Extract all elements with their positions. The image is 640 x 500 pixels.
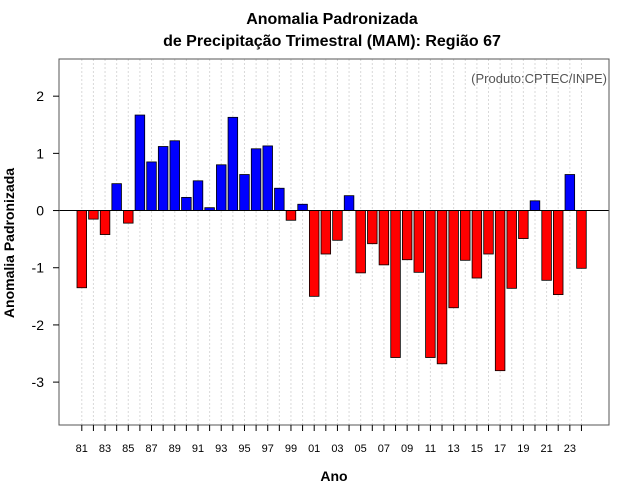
x-tick-label: 83 (99, 443, 111, 455)
bar-2000 (297, 203, 308, 211)
y-axis: 2 1 0 -1 -2 -3 (32, 88, 59, 390)
y-tick-label: 0 (36, 203, 44, 219)
plot-frame (58, 58, 610, 426)
bar-1999 (285, 210, 297, 221)
x-tick-label: 21 (540, 443, 552, 455)
bar-2001 (308, 210, 320, 297)
x-axis-label: Ano (320, 468, 347, 484)
x-tick-label: 09 (401, 443, 413, 455)
bar-2023 (564, 174, 576, 211)
credit-text: (Produto:CPTEC/INPE) (471, 71, 607, 86)
y-tick-label: -3 (32, 374, 45, 390)
bar-1995 (239, 174, 250, 211)
x-tick-label: 11 (425, 443, 436, 455)
bar-1993 (216, 164, 227, 211)
y-tick-label: -2 (32, 317, 45, 333)
bar-1982 (88, 210, 99, 220)
x-tick-label: 85 (122, 443, 134, 455)
x-tick-label: 95 (238, 443, 250, 455)
bar-1984 (111, 183, 122, 211)
x-tick-label: 01 (308, 443, 320, 455)
y-axis-label: Anomalia Padronizada (1, 168, 17, 318)
bar-1988 (157, 146, 169, 211)
x-tick-label: 99 (285, 443, 297, 455)
bar-2021 (541, 210, 552, 281)
x-tick-label: 19 (517, 443, 529, 455)
bar-2004 (343, 195, 355, 211)
bar-2018 (506, 210, 517, 289)
y-tick-label: -1 (32, 260, 45, 276)
x-tick-label: 89 (169, 443, 181, 455)
bar-2011 (425, 210, 436, 358)
x-tick-label: 81 (76, 443, 88, 455)
bar-1987 (146, 161, 157, 211)
bar-2007 (378, 210, 390, 266)
bar-1986 (134, 114, 146, 211)
bar-1983 (99, 210, 111, 235)
x-tick-label: 05 (355, 443, 367, 455)
bar-2009 (401, 210, 413, 261)
x-tick-label: 87 (145, 443, 157, 455)
bar-2022 (553, 210, 564, 296)
bar-2014 (460, 210, 471, 261)
x-tick-label: 97 (262, 443, 274, 455)
x-tick-label: 03 (331, 443, 343, 455)
bar-2010 (413, 210, 424, 273)
x-tick-label: 91 (192, 443, 204, 455)
bar-1985 (123, 210, 134, 224)
y-tick-label: 1 (36, 145, 44, 161)
bar-2003 (332, 210, 343, 241)
x-tick-label: 13 (448, 443, 460, 455)
bar-2002 (320, 210, 332, 255)
bar-1998 (274, 187, 285, 211)
bar-1981 (76, 210, 88, 289)
bar-2008 (390, 210, 401, 358)
chart-title-line2: de Precipitação Trimestral (MAM): Região… (163, 33, 501, 50)
bar-2024 (576, 210, 587, 269)
bars-layer (76, 114, 587, 372)
x-tick-label: 17 (494, 443, 506, 455)
bar-2013 (448, 210, 459, 309)
bar-2015 (471, 210, 483, 279)
bar-2016 (483, 210, 494, 255)
y-tick-label: 2 (36, 88, 44, 104)
bar-2019 (518, 210, 529, 239)
bar-1989 (169, 140, 180, 211)
bar-2020 (529, 200, 541, 211)
bar-1996 (250, 148, 262, 211)
bar-1991 (192, 180, 204, 211)
bar-2006 (367, 210, 378, 245)
x-tick-label: 07 (378, 443, 390, 455)
bar-1997 (262, 145, 273, 211)
bar-1990 (181, 196, 192, 211)
chart-title-line1: Anomalia Padronizada (246, 11, 418, 28)
x-tick-label: 15 (471, 443, 483, 455)
bar-1994 (227, 116, 239, 211)
bar-2017 (494, 210, 506, 372)
bar-2012 (436, 210, 448, 365)
x-axis: 81 83 85 87 89 91 93 95 97 99 01 03 05 07 09 11 13 15 17 19… (76, 425, 582, 455)
x-tick-label: 93 (215, 443, 227, 455)
x-tick-label: 23 (564, 443, 576, 455)
bar-2005 (355, 210, 366, 274)
grid-layer (81, 59, 582, 425)
